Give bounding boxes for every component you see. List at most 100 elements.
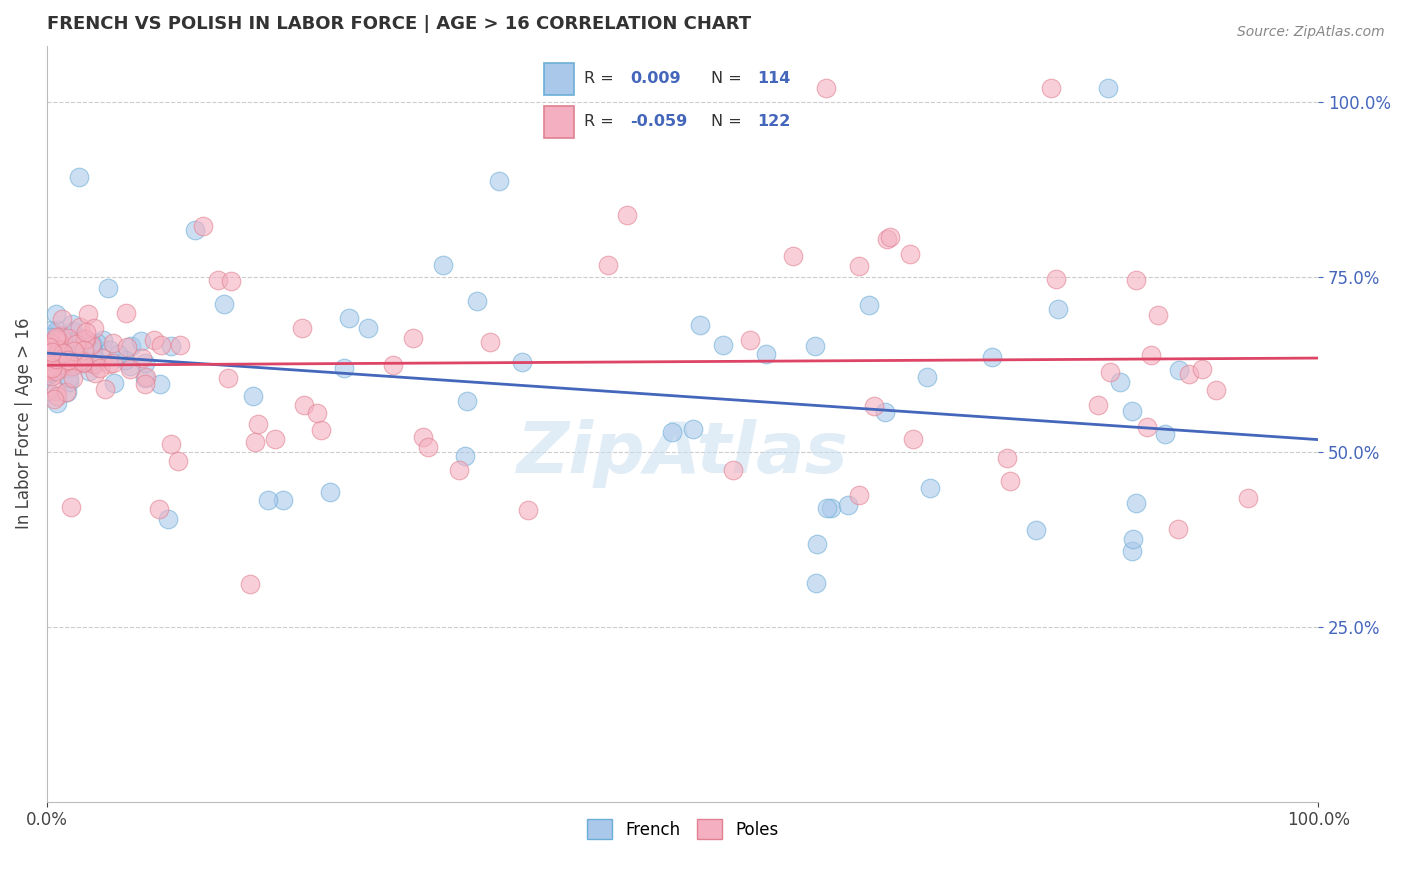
Point (70, 353, 93, 368)
Point (264, 432, 287, 446)
Point (901, 432, 924, 446)
Point (82, 344, 104, 359)
Point (66, 354, 89, 368)
Point (41, 359, 63, 374)
Point (45, 353, 67, 368)
Point (848, 259, 870, 273)
Point (84, 353, 107, 368)
Point (156, 511, 179, 525)
Point (217, 371, 239, 385)
Point (49, 362, 72, 376)
Point (41, 361, 63, 376)
Point (70, 352, 93, 367)
Point (97, 357, 120, 371)
Point (67, 355, 90, 369)
Point (150, 337, 173, 351)
Point (432, 258, 454, 272)
Point (169, 338, 191, 352)
Point (135, 369, 157, 384)
Point (82, 337, 104, 351)
Point (65, 336, 87, 351)
Point (1125, 496, 1147, 510)
Point (804, 339, 827, 353)
Point (52, 333, 75, 347)
Text: R =: R = (583, 114, 619, 129)
Point (863, 400, 886, 414)
Point (149, 377, 172, 392)
FancyBboxPatch shape (544, 106, 575, 138)
Point (72, 356, 94, 370)
Point (212, 297, 235, 311)
Point (319, 485, 342, 500)
Point (1097, 80, 1119, 95)
Point (91, 333, 114, 347)
Point (62, 351, 84, 365)
Point (45, 323, 67, 337)
Point (510, 355, 533, 369)
Point (76, 332, 98, 346)
Point (44, 345, 66, 359)
Point (806, 537, 828, 551)
Point (332, 360, 354, 375)
Point (247, 417, 270, 431)
Point (875, 405, 897, 419)
Point (58, 353, 80, 368)
Point (517, 503, 540, 517)
Point (42, 326, 65, 341)
Point (129, 334, 152, 348)
Point (292, 398, 315, 412)
Point (1236, 491, 1258, 505)
Point (58, 355, 80, 369)
Point (814, 80, 837, 95)
FancyBboxPatch shape (544, 63, 575, 95)
Point (131, 351, 153, 365)
Point (55, 353, 77, 368)
Point (37, 357, 59, 371)
Text: Source: ZipAtlas.com: Source: ZipAtlas.com (1237, 25, 1385, 39)
Point (381, 359, 404, 373)
Point (76, 307, 98, 321)
Point (73, 343, 96, 357)
Point (83, 357, 105, 371)
Point (689, 318, 711, 332)
Point (37, 343, 59, 358)
Point (49, 328, 72, 343)
Point (35, 361, 58, 376)
Point (357, 321, 380, 335)
Point (46, 389, 69, 403)
Point (42, 351, 65, 366)
Point (55, 356, 77, 370)
Point (1125, 272, 1147, 286)
Point (134, 371, 156, 385)
Point (337, 310, 360, 325)
Point (49, 349, 72, 363)
Point (1167, 522, 1189, 536)
Point (160, 339, 183, 353)
Point (118, 361, 141, 376)
Point (107, 347, 129, 361)
Point (48, 344, 70, 359)
Y-axis label: In Labor Force | Age > 16: In Labor Force | Age > 16 (15, 318, 32, 529)
Point (62, 344, 84, 359)
Point (98, 343, 121, 357)
Text: 114: 114 (756, 71, 790, 87)
Point (134, 356, 156, 370)
Point (219, 274, 242, 288)
Point (191, 219, 214, 233)
Point (46, 350, 69, 364)
Point (103, 376, 125, 390)
Point (38, 335, 60, 350)
Point (62, 324, 84, 338)
Point (46, 359, 69, 374)
Point (134, 376, 156, 391)
Point (91, 351, 114, 366)
Text: 0.009: 0.009 (630, 71, 681, 87)
Point (740, 333, 762, 347)
Text: N =: N = (710, 114, 747, 129)
Point (46, 335, 69, 350)
Point (876, 232, 898, 246)
Point (45, 332, 67, 346)
Point (38, 364, 60, 378)
Point (56, 331, 79, 345)
Point (58, 375, 80, 389)
